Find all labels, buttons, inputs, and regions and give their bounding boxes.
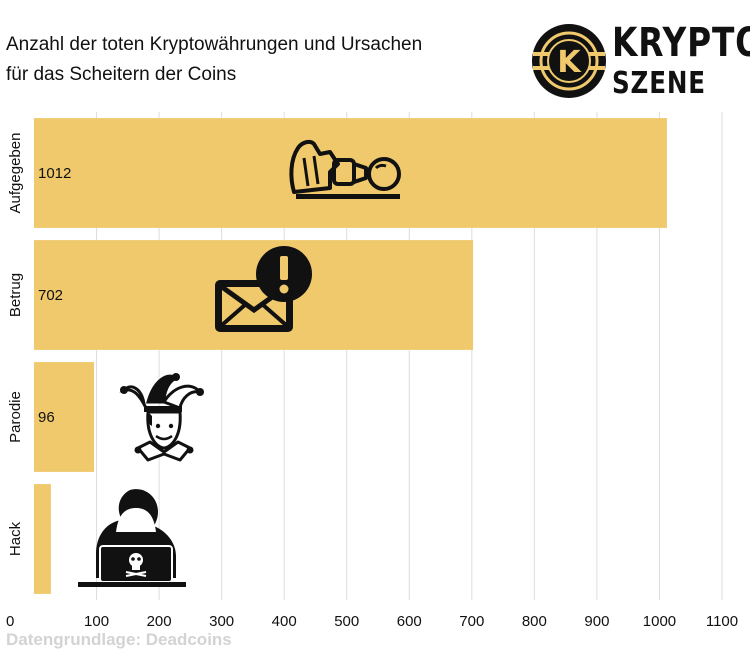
bar-parodie: [34, 362, 95, 472]
data-label: 702: [38, 287, 63, 304]
scam-mail-icon: [215, 246, 312, 332]
x-tick-label: 1100: [706, 613, 738, 630]
x-tick-label: 0: [6, 613, 14, 630]
bar-hack: [34, 484, 51, 594]
category-label: Aufgegeben: [7, 133, 24, 214]
x-tick-label: 500: [334, 613, 359, 630]
x-tick-label: 300: [209, 613, 234, 630]
x-tick-label: 100: [84, 613, 109, 630]
jester-icon: [119, 373, 204, 462]
category-icons: [78, 139, 401, 587]
chart-title-line1: Anzahl der toten Kryptowährungen und Urs…: [6, 34, 423, 55]
x-tick-label: 600: [397, 613, 422, 630]
category-label: Parodie: [7, 391, 24, 443]
bar-aufgegeben: [34, 118, 667, 228]
x-tick-label: 800: [522, 613, 547, 630]
logo-text-line1: KRYPTO: [612, 20, 750, 66]
x-tick-label: 200: [147, 613, 172, 630]
data-label: 96: [38, 409, 55, 426]
logo-emblem-icon: K: [532, 24, 606, 98]
chart-title-line2: für das Scheitern der Coins: [6, 64, 237, 85]
logo-emblem-letter: K: [557, 45, 582, 80]
fallen-pawn-icon: [289, 139, 401, 199]
category-label: Hack: [7, 521, 24, 556]
category-label: Betrug: [7, 273, 24, 317]
data-label: 1012: [38, 165, 71, 182]
labels: 0 100 200 300 400 500 600 700 800 900 1000 1100 Aufg…: [6, 133, 738, 630]
logo-text-line2: SZENE: [612, 66, 706, 101]
x-tick-label: 900: [584, 613, 609, 630]
x-tick-label: 1000: [643, 613, 676, 630]
x-tick-label: 400: [272, 613, 297, 630]
x-tick-label: 700: [459, 613, 484, 630]
source-note: Datengrundlage: Deadcoins: [6, 630, 232, 649]
hacker-icon: [78, 489, 186, 587]
krypto-szene-logo: K KRYPTO SZENE: [530, 18, 750, 108]
chart-title: Anzahl der toten Kryptowährungen und Urs…: [6, 30, 506, 90]
